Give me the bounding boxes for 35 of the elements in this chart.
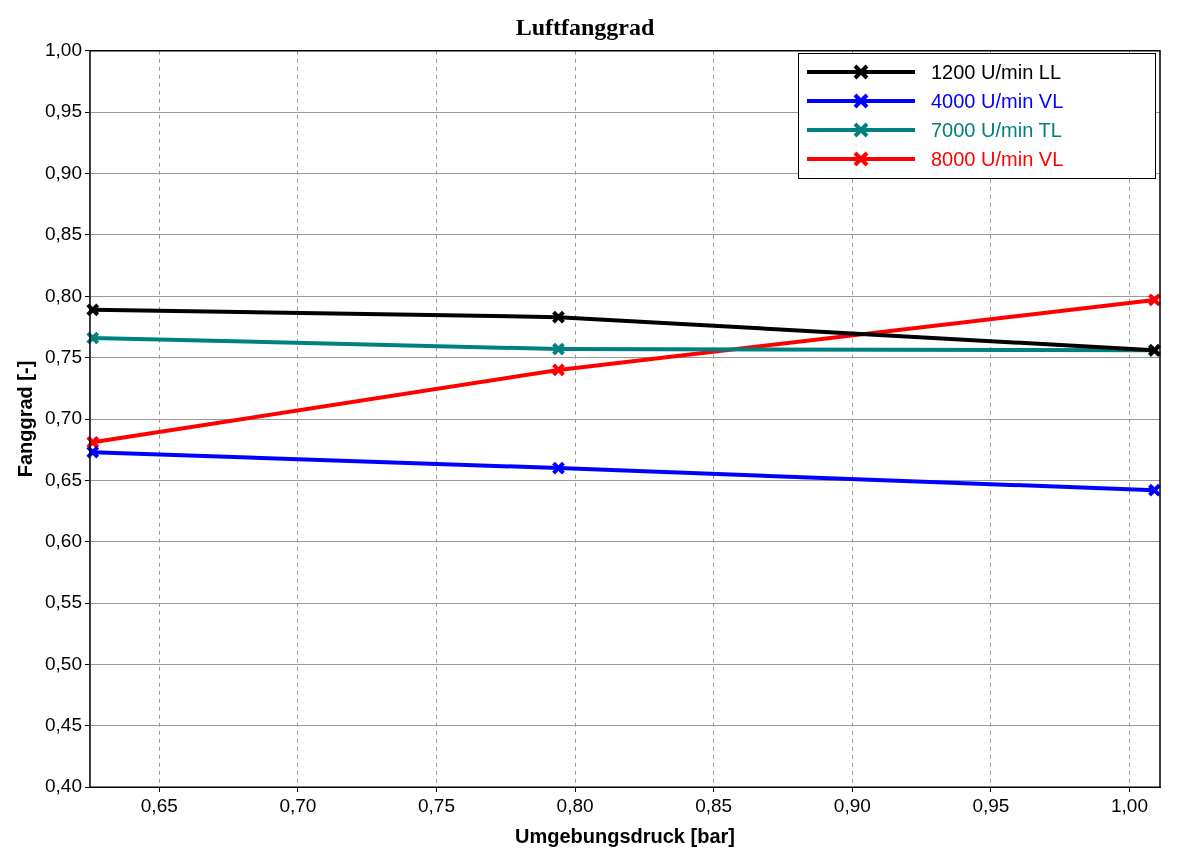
x-tick-label: 0,90 [833,794,871,816]
y-tick-label: 0,55 [45,591,82,613]
y-axis-title: Fanggrad [-] [13,360,36,478]
point [85,331,100,345]
x-tick-label: 0,75 [418,794,455,816]
point [85,435,100,450]
x-tick-label: 1,00 [1111,794,1148,816]
x-axis-title: Umgebungsdruck [bar] [514,824,736,847]
y-tick-label: 0,90 [45,161,82,183]
y-tick-label: 0,65 [45,468,82,490]
y-tick-label: 0,85 [45,223,82,245]
y-tick-label: 0,60 [45,529,82,551]
y-tick-label: 0,70 [45,407,82,429]
legend-box: 1200 U/min LL 4000 U/min VL 7000 U/min TL 8000 U/min VL [798,52,1156,179]
point [551,342,566,356]
y-tick-label: 0,75 [45,345,82,367]
y-tick-label: 0,40 [45,775,82,797]
y-tick-label: 0,50 [45,652,82,674]
y-tick-label: 0,80 [45,284,82,306]
point [85,302,100,317]
point [551,461,566,476]
point [1147,483,1162,498]
point [551,362,566,377]
y-tick-label: 0,95 [45,100,82,122]
y-tick-label: 0,45 [45,714,82,736]
x-tick-label: 0,65 [140,794,178,816]
point [85,445,100,460]
y-tick-label: 1,00 [45,39,82,61]
chart-title: Luftfanggrad [515,13,655,40]
x-tick-label: 0,70 [279,794,317,816]
x-tick-label: 0,80 [556,794,594,816]
point [551,310,566,325]
x-tick-label: 0,95 [972,794,1010,816]
x-tick-label: 0,85 [695,794,733,816]
point [1147,293,1162,307]
